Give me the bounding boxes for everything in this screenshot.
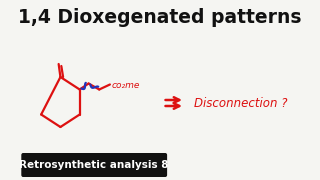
Text: Retrosynthetic analysis 8: Retrosynthetic analysis 8: [20, 160, 169, 170]
FancyBboxPatch shape: [21, 153, 167, 177]
Text: 1,4 Dioxegenated patterns: 1,4 Dioxegenated patterns: [18, 8, 302, 27]
Text: co₂me: co₂me: [112, 81, 140, 90]
Text: Disconnection ?: Disconnection ?: [194, 96, 287, 109]
